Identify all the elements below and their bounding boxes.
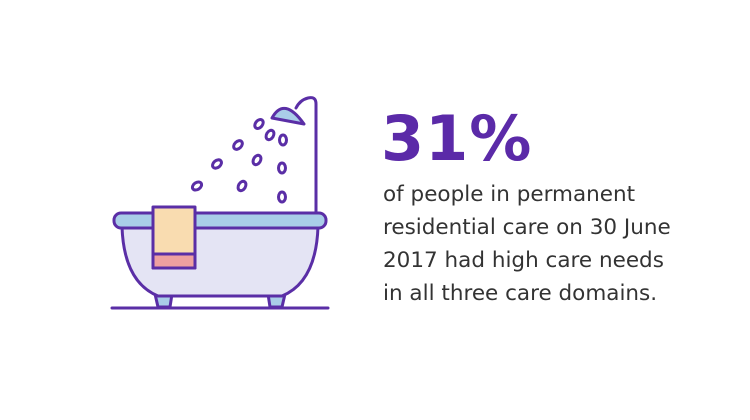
description-line: in all three care domains.: [383, 281, 658, 306]
description-line: 2017 had high care needs: [383, 248, 664, 273]
description-line: residential care on 30 June: [383, 215, 671, 240]
tub-rim: [112, 211, 328, 230]
water-drops: [190, 118, 288, 204]
tub-body: [120, 225, 320, 298]
shower-pipe: [294, 96, 318, 214]
stat-value: 31%: [381, 102, 533, 175]
description-line: of people in permanent: [383, 182, 636, 207]
description: of people in permanent residential care o…: [383, 178, 671, 310]
shower-head: [270, 107, 306, 126]
towel-band: [151, 252, 197, 270]
